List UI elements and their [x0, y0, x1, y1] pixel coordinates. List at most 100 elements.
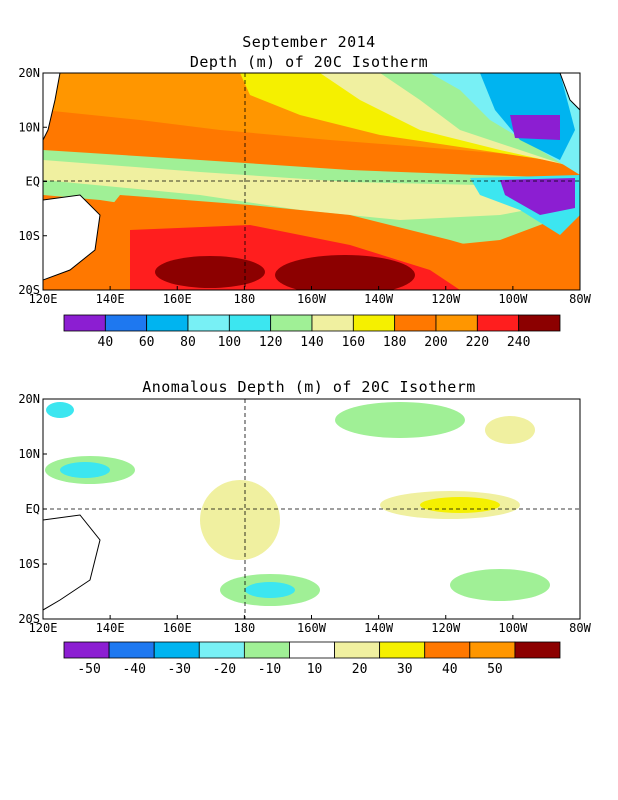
depth-x-tick-label: 100W	[498, 292, 528, 306]
depth-x-tick-label: 160E	[163, 292, 192, 306]
anomaly-colorbar-swatch	[379, 641, 426, 659]
anomaly-colorbar-label: 30	[397, 662, 413, 677]
depth-colorbar-swatch	[63, 314, 106, 332]
anomaly-colorbar-swatch	[108, 641, 155, 659]
anomaly-x-tick-label: 160E	[163, 621, 192, 635]
depth-colorbar-label: 100	[218, 335, 241, 350]
depth-x-tick-label: 80W	[569, 292, 591, 306]
anomaly-colorbar-swatch	[289, 641, 335, 659]
anomaly-colorbar-label: 40	[442, 662, 458, 677]
depth-band-equatorial-160	[43, 160, 580, 220]
land-americas	[559, 73, 580, 111]
depth-colorbar-swatch	[518, 314, 561, 332]
anomaly-y-tick-label: 10N	[18, 447, 40, 461]
anomaly-colorbar-label: -40	[122, 662, 145, 677]
anomaly-x-tick-label: 140W	[364, 621, 394, 635]
depth-colorbar-label: 180	[383, 335, 406, 350]
anomaly-x-tick-label: 140E	[96, 621, 125, 635]
depth-colorbar-label: 200	[424, 335, 447, 350]
anomaly-neg-north-central	[335, 402, 465, 438]
anomaly-colorbar-swatch	[153, 641, 200, 659]
land-asia	[43, 73, 61, 141]
depth-map	[43, 73, 580, 290]
depth-x-tick-label: 120W	[431, 292, 461, 306]
anomaly-y-tick-label: 10S	[18, 557, 40, 571]
depth-colorbar: 40 60 80 100 120 140 160 180 200 220 240	[63, 314, 561, 350]
anomaly-colorbar-swatch	[334, 641, 381, 659]
anomaly-neg-northwest	[46, 402, 74, 418]
anomaly-neg-south-core	[245, 582, 295, 598]
depth-colorbar-swatch	[187, 314, 230, 332]
depth-colorbar-swatch	[352, 314, 396, 332]
anomaly-neg-southeast	[450, 569, 550, 601]
anomaly-colorbar-swatch	[198, 641, 245, 659]
anomaly-chart-title: Anomalous Depth (m) of 20C Isotherm	[142, 378, 476, 396]
depth-x-tick-label: 140E	[96, 292, 125, 306]
depth-max-west	[155, 256, 265, 288]
depth-colorbar-label: 240	[507, 335, 530, 350]
anomaly-colorbar-swatch	[63, 641, 110, 659]
depth-y-tick-label: 20S	[18, 283, 40, 297]
depth-y-tick-label: 10S	[18, 229, 40, 243]
anomaly-x-tick-label: 180	[234, 621, 256, 635]
anomaly-colorbar-swatch	[424, 641, 471, 659]
anomaly-y-tick-label: 20S	[18, 612, 40, 626]
depth-y-ticks: 20N 10N EQ 10S 20S	[18, 66, 47, 297]
anomaly-colorbar-label: 50	[487, 662, 503, 677]
depth-colorbar-swatch	[228, 314, 272, 332]
depth-colorbar-swatch	[104, 314, 148, 332]
depth-x-tick-label: 140W	[364, 292, 394, 306]
land-australia-anomaly	[43, 514, 101, 611]
depth-colorbar-label: 140	[300, 335, 323, 350]
depth-colorbar-swatch	[270, 314, 313, 332]
depth-band-40-east	[500, 178, 575, 215]
anomaly-colorbar-label: -20	[213, 662, 236, 677]
anomaly-pos-equatorial-core	[420, 497, 500, 513]
depth-colorbar-swatch	[476, 314, 520, 332]
chart-subtitle: Depth (m) of 20C Isotherm	[189, 53, 429, 71]
anomaly-x-tick-label: 120W	[431, 621, 461, 635]
depth-y-tick-label: EQ	[26, 175, 40, 189]
depth-x-tick-label: 120E	[29, 292, 58, 306]
anomaly-y-ticks: 20N 10N EQ 10S 20S	[18, 392, 47, 626]
anomaly-colorbar-label: -10	[258, 662, 281, 677]
anomaly-x-tick-label: 100W	[498, 621, 528, 635]
depth-colorbar-swatch	[394, 314, 437, 332]
anomaly-colorbar-label: -50	[77, 662, 100, 677]
anomaly-x-tick-label: 80W	[569, 621, 591, 635]
depth-y-tick-label: 10N	[18, 120, 40, 134]
depth-colorbar-label: 40	[98, 335, 114, 350]
anomaly-colorbar: -50 -40 -30 -20 -10 10 20 30 40 50	[63, 641, 561, 677]
anomaly-y-tick-label: 20N	[18, 392, 40, 406]
anomaly-x-tick-label: 120E	[29, 621, 58, 635]
depth-y-tick-label: 20N	[18, 66, 40, 80]
depth-band-40-north	[510, 115, 560, 140]
depth-colorbar-swatch	[146, 314, 189, 332]
anomaly-x-ticks: 120E 140E 160E 180 160W 140W 120W 100W 80W	[29, 615, 592, 635]
anomaly-x-tick-label: 160W	[297, 621, 327, 635]
depth-colorbar-swatch	[435, 314, 478, 332]
anomaly-pos-northeast	[485, 416, 535, 444]
chart-title: September 2014	[242, 33, 376, 51]
depth-colorbar-label: 80	[180, 335, 196, 350]
anomaly-neg-west-core	[60, 462, 110, 478]
depth-colorbar-label: 160	[342, 335, 365, 350]
anomaly-colorbar-swatch	[469, 641, 516, 659]
depth-x-tick-label: 180	[234, 292, 256, 306]
depth-colorbar-label: 60	[139, 335, 155, 350]
anomaly-colorbar-swatch	[243, 641, 290, 659]
depth-max-central	[275, 255, 415, 290]
anomaly-colorbar-label: 10	[307, 662, 323, 677]
anomaly-colorbar-label: 20	[352, 662, 368, 677]
depth-colorbar-swatch	[311, 314, 354, 332]
depth-x-ticks: 120E 140E 160E 180 160W 140W 120W 100W 80W	[29, 286, 592, 306]
depth-colorbar-label: 220	[466, 335, 489, 350]
anomaly-colorbar-label: -30	[168, 662, 191, 677]
depth-colorbar-label: 120	[259, 335, 282, 350]
anomaly-colorbar-swatch	[514, 641, 561, 659]
land-australia	[43, 194, 101, 281]
anomaly-pos-dateline	[200, 480, 280, 560]
anomaly-y-tick-label: EQ	[26, 502, 40, 516]
depth-x-tick-label: 160W	[297, 292, 327, 306]
